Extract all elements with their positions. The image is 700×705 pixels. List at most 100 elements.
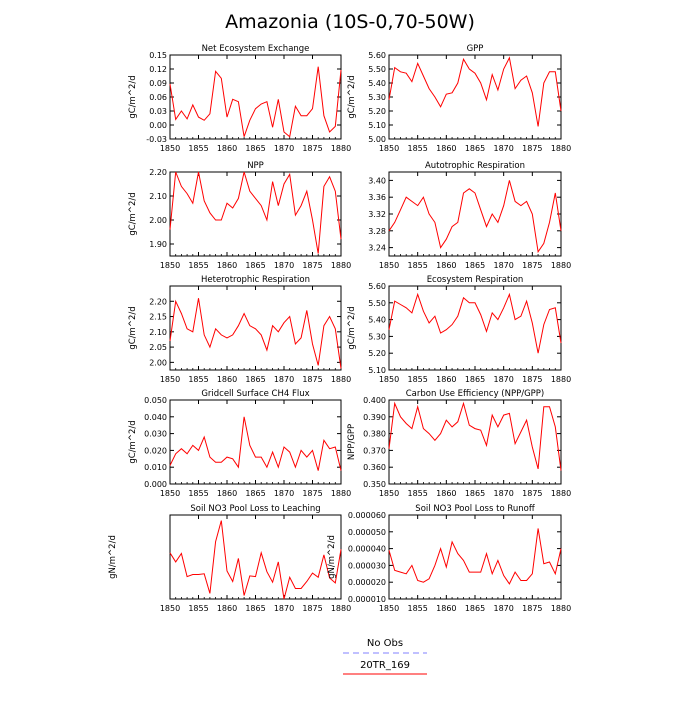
series-line-20tr-169 [169, 66, 342, 138]
panel-title-heterotrophic-respiration: Heterotrophic Respiration [201, 275, 310, 285]
series-line-20tr-169 [169, 171, 342, 254]
y-axis-label: gN/m^2/d [327, 535, 337, 579]
y-tick-label: 0.03 [149, 107, 167, 116]
x-tick-label: 1870 [274, 144, 294, 153]
y-tick-label: 5.30 [368, 332, 386, 341]
x-tick-label: 1880 [331, 144, 351, 153]
x-tick-label: 1875 [522, 144, 542, 153]
legend: No Obs 20TR_169 [343, 638, 427, 675]
panel-soil-no3-pool-loss-to-runoff: Soil NO3 Pool Loss to Runoff 1850 1855 1860… [327, 504, 571, 613]
y-tick-label: 2.05 [149, 343, 167, 352]
y-tick-label: 2.15 [149, 313, 167, 322]
panel-ecosystem-respiration: Ecosystem Respiration 1850 1855 1860 1865 187… [347, 275, 571, 384]
y-tick-label: 5.40 [368, 79, 386, 88]
plot-frame [388, 54, 562, 140]
y-axis-label: gC/m^2/d [128, 420, 138, 463]
x-tick-label: 1870 [274, 375, 294, 384]
x-tick-label: 1875 [302, 261, 322, 270]
y-tick-label: 2.10 [149, 328, 167, 337]
y-tick-label: 0.400 [363, 396, 386, 405]
x-tick-label: 1855 [188, 144, 208, 153]
x-tick-label: 1850 [160, 261, 180, 270]
x-tick-label: 1870 [493, 489, 513, 498]
x-tick-label: 1865 [245, 375, 265, 384]
y-tick-label: 0.15 [149, 51, 167, 60]
x-tick-label: 1875 [302, 375, 322, 384]
x-tick-label: 1860 [436, 604, 456, 613]
plot-frame [388, 285, 562, 371]
x-tick-label: 1865 [465, 261, 485, 270]
x-tick-label: 1850 [160, 604, 180, 613]
series-line-20tr-169 [388, 180, 562, 254]
x-tick-label: 1855 [407, 261, 427, 270]
x-tick-label: 1860 [217, 144, 237, 153]
x-tick-label: 1855 [407, 375, 427, 384]
x-tick-label: 1865 [465, 489, 485, 498]
y-tick-label: 2.00 [149, 216, 167, 225]
y-axis-label: gC/m^2/d [128, 192, 138, 235]
x-tick-label: 1860 [217, 489, 237, 498]
x-tick-label: 1865 [465, 144, 485, 153]
y-tick-label: 0.020 [144, 446, 167, 455]
y-tick-label: 3.24 [368, 244, 386, 253]
x-tick-label: 1875 [522, 375, 542, 384]
y-tick-label: 5.40 [368, 316, 386, 325]
x-tick-label: 1850 [379, 375, 399, 384]
panel-carbon-use-efficiency-npp-gpp: Carbon Use Efficiency (NPP/GPP) 1850 1855 1… [347, 389, 571, 498]
x-tick-label: 1875 [522, 261, 542, 270]
plot-frame [169, 399, 342, 485]
x-tick-label: 1875 [302, 489, 322, 498]
y-tick-label: -0.03 [146, 135, 167, 144]
y-tick-label: 5.30 [368, 93, 386, 102]
y-tick-label: 5.00 [368, 135, 386, 144]
panel-net-ecosystem-exchange: Net Ecosystem Exchange 1850 1855 1860 1865 18… [128, 44, 351, 153]
x-tick-label: 1865 [245, 604, 265, 613]
x-tick-label: 1850 [379, 604, 399, 613]
y-tick-label: 5.10 [368, 366, 386, 375]
legend-label-no-obs: No Obs [367, 638, 403, 649]
x-tick-label: 1860 [436, 489, 456, 498]
series-line-20tr-169 [169, 520, 342, 600]
panel-heterotrophic-respiration: Heterotrophic Respiration 1850 1855 1860 186… [128, 275, 351, 384]
series-line-20tr-169 [169, 298, 342, 369]
panels: Net Ecosystem Exchange 1850 1855 1860 1865 18… [108, 44, 571, 613]
panel-gridcell-surface-ch4-flux: Gridcell Surface CH4 Flux 1850 1855 1860 186… [128, 389, 351, 498]
y-tick-label: 0.010 [144, 463, 167, 472]
y-tick-label: 0.000060 [348, 511, 386, 520]
y-tick-label: 0.000010 [348, 595, 386, 604]
x-tick-label: 1860 [436, 375, 456, 384]
plot-frame [388, 171, 562, 257]
x-tick-label: 1855 [188, 375, 208, 384]
y-tick-label: 0.380 [363, 430, 386, 439]
series-line-20tr-169 [388, 56, 562, 127]
y-tick-label: 2.00 [149, 358, 167, 367]
x-tick-label: 1860 [217, 261, 237, 270]
x-tick-label: 1860 [436, 144, 456, 153]
y-tick-label: 0.000040 [348, 545, 386, 554]
panel-title-gridcell-surface-ch4-flux: Gridcell Surface CH4 Flux [201, 389, 309, 399]
x-tick-label: 1870 [274, 604, 294, 613]
panel-title-npp: NPP [247, 161, 264, 171]
x-tick-label: 1870 [493, 604, 513, 613]
panel-title-gpp: GPP [467, 44, 484, 54]
panel-title-net-ecosystem-exchange: Net Ecosystem Exchange [202, 44, 310, 54]
figure-title: Amazonia (10S-0,70-50W) [225, 11, 475, 33]
x-tick-label: 1880 [551, 261, 571, 270]
x-tick-label: 1855 [188, 489, 208, 498]
y-tick-label: 5.60 [368, 51, 386, 60]
x-tick-label: 1850 [160, 489, 180, 498]
x-tick-label: 1860 [217, 375, 237, 384]
x-tick-label: 1880 [551, 144, 571, 153]
plot-frame [388, 399, 562, 485]
x-tick-label: 1850 [379, 144, 399, 153]
x-tick-label: 1860 [217, 604, 237, 613]
x-tick-label: 1850 [379, 489, 399, 498]
y-tick-label: 5.50 [368, 65, 386, 74]
panel-npp: NPP 1850 1855 1860 1865 1870 1875 1880 1.90 2.00 2… [128, 161, 351, 270]
panel-gpp: GPP 1850 1855 1860 1865 1870 1875 1880 5.00 5.10 5… [347, 44, 571, 153]
x-tick-label: 1865 [245, 144, 265, 153]
x-tick-label: 1875 [302, 604, 322, 613]
x-tick-label: 1870 [274, 261, 294, 270]
